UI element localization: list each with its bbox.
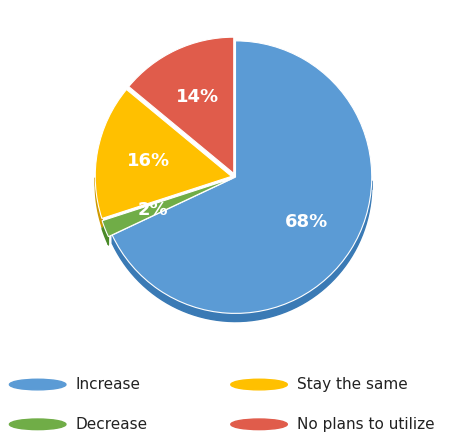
Polygon shape [102,221,108,245]
Circle shape [231,419,287,430]
Wedge shape [95,90,231,218]
Circle shape [9,419,66,430]
Text: No plans to utilize: No plans to utilize [297,417,434,432]
Text: 68%: 68% [285,213,328,232]
Wedge shape [112,41,372,313]
Circle shape [9,379,66,390]
Text: Stay the same: Stay the same [297,377,407,392]
Wedge shape [102,179,232,236]
Circle shape [231,379,287,390]
Text: Increase: Increase [75,377,140,392]
Text: 16%: 16% [127,152,170,170]
Wedge shape [129,37,234,173]
Text: 14%: 14% [176,88,219,106]
Text: Decrease: Decrease [75,417,147,432]
Polygon shape [112,181,372,322]
Polygon shape [95,178,102,227]
Text: 2%: 2% [138,201,169,219]
